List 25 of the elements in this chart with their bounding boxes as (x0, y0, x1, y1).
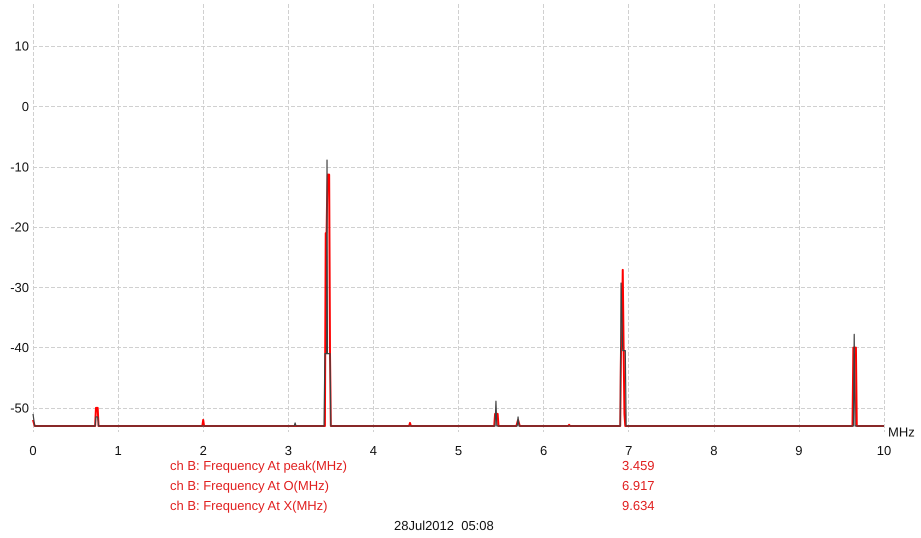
x-tick-label: 1 (114, 443, 122, 458)
text: ch B: Frequency At X(MHz) (170, 498, 328, 513)
x-tick-label: 8 (710, 443, 718, 458)
y-tick-label: -30 (10, 280, 29, 295)
x-tick-label: 3 (284, 443, 292, 458)
x-tick-label: 4 (370, 443, 378, 458)
x-tick-label: 10 (876, 443, 892, 458)
text: 28Jul2012 05:08 (394, 518, 494, 533)
x-tick-label: 7 (625, 443, 632, 458)
x-axis-title: MHz (888, 424, 915, 440)
text: ch B: Frequency At O(MHz) (170, 478, 329, 493)
x-tick-label: 9 (795, 443, 803, 458)
x-tick-label: 2 (200, 443, 207, 458)
y-tick-label: 0 (22, 98, 29, 114)
x-tick-label: 6 (540, 443, 548, 458)
x-tick-label: 5 (454, 443, 462, 458)
y-tick-label: 10 (14, 38, 29, 54)
text: 9.634 (622, 498, 655, 513)
text: 3.459 (622, 458, 655, 473)
y-tick-label: -50 (10, 400, 29, 416)
text: 6.917 (622, 478, 655, 493)
text: ch B: Frequency At peak(MHz) (170, 458, 348, 473)
y-tick-label: -40 (10, 340, 29, 356)
y-tick-label: -10 (10, 159, 29, 174)
y-tick-label: -20 (10, 220, 29, 235)
